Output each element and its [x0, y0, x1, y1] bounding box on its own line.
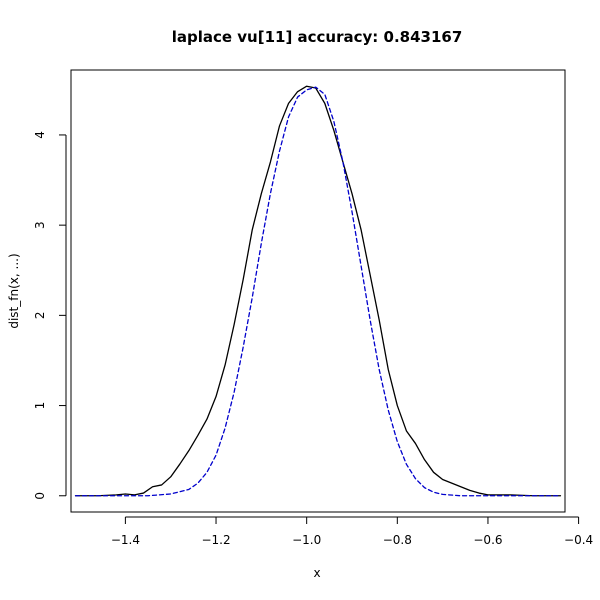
plot-frame [70, 69, 566, 513]
x-axis: −1.4 −1.2 −1.0 −0.8 −0.6 −0.4 [111, 516, 593, 547]
series-line-solid [74, 85, 562, 497]
series-layer [74, 85, 562, 497]
y-tick-label: 1 [33, 402, 47, 410]
x-tick-label: −1.2 [201, 533, 230, 547]
y-axis: 0 1 2 3 4 [33, 131, 67, 500]
y-axis-label: dist_fn(x, ...) [7, 253, 21, 328]
x-tick-label: −0.6 [473, 533, 502, 547]
y-tick-label: 3 [33, 221, 47, 229]
y-tick-label: 0 [33, 492, 47, 500]
x-tick-label: −0.8 [383, 533, 412, 547]
y-tick-label: 2 [33, 312, 47, 320]
chart-title: laplace vu[11] accuracy: 0.843167 [172, 28, 463, 46]
y-tick-label: 4 [33, 131, 47, 139]
x-tick-label: −1.4 [111, 533, 140, 547]
x-tick-label: −1.0 [292, 533, 321, 547]
series-line-dashed [74, 86, 562, 497]
x-axis-label: x [313, 566, 320, 580]
x-tick-label: −0.4 [564, 533, 593, 547]
